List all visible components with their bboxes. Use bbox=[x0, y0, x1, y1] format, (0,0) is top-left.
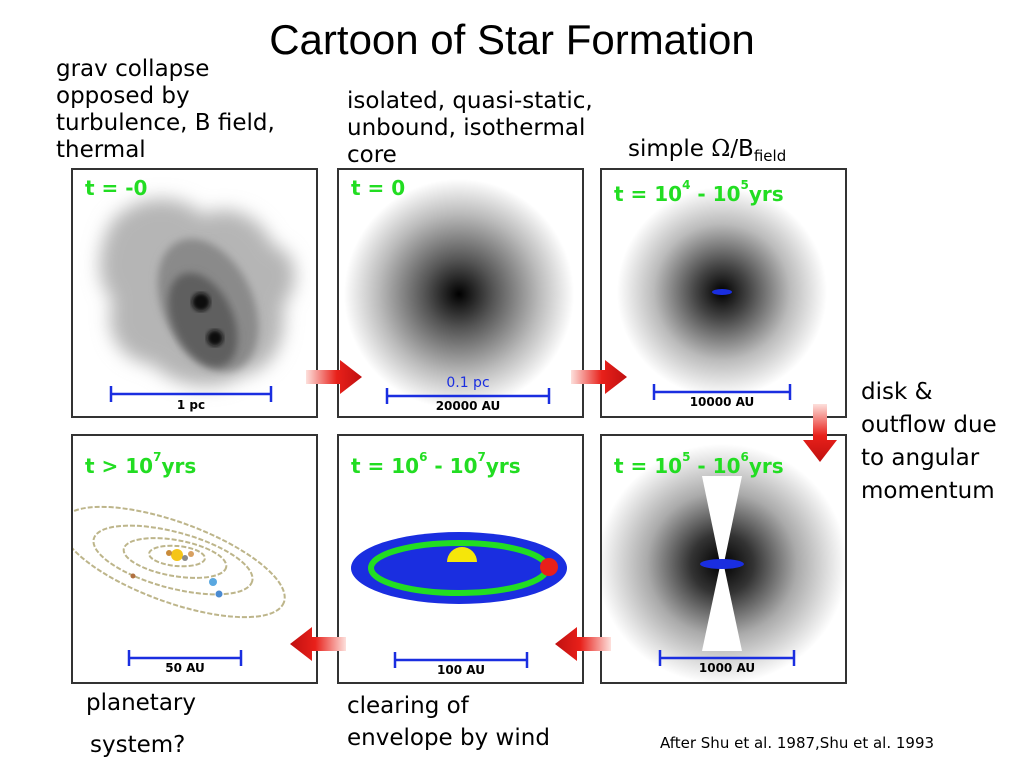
caption-stage4: disk & outflow due to angular momentum bbox=[861, 376, 997, 508]
outflow-cone-top bbox=[702, 476, 742, 563]
orbit bbox=[148, 544, 206, 568]
panel-early-collapse: t = 104 - 105yrs 10000 AU bbox=[600, 168, 847, 418]
panel-time-label: t = 106 - 107yrs bbox=[351, 450, 521, 478]
caption-line: clearing of bbox=[347, 693, 469, 719]
caption-text: /B bbox=[730, 136, 754, 162]
panel-planetary-system: t > 107yrs 50 AU bbox=[71, 434, 318, 684]
credit-text: After Shu et al. 1987,Shu et al. 1993 bbox=[660, 734, 935, 752]
scale-label: 1 pc bbox=[176, 398, 206, 412]
dense-core bbox=[192, 293, 210, 311]
scale-label: 10000 AU bbox=[689, 395, 755, 409]
panel-envelope-clearing: t = 106 - 107yrs 100 AU bbox=[337, 434, 584, 684]
scale-label: 100 AU bbox=[437, 663, 485, 677]
panel-disk-outflow: t = 105 - 106yrs 1000 AU bbox=[600, 434, 847, 684]
caption-stage2: isolated, quasi-static, unbound, isother… bbox=[347, 88, 593, 169]
planet bbox=[182, 555, 188, 561]
caption-line: momentum bbox=[861, 478, 995, 504]
page-title: Cartoon of Star Formation bbox=[269, 16, 755, 63]
caption-line: planetary bbox=[86, 690, 196, 716]
planet bbox=[188, 551, 194, 557]
caption-line: outflow due bbox=[861, 412, 997, 438]
panel-time-label: t = -0 bbox=[85, 176, 148, 200]
outflow-cone-bottom bbox=[702, 566, 742, 651]
panel-cloud-collapse: t = -0 1 pc bbox=[71, 168, 318, 418]
panel-time-label: t = 0 bbox=[351, 176, 406, 200]
caption-line: disk & bbox=[861, 379, 933, 405]
dense-core bbox=[207, 330, 223, 346]
omega-symbol: Ω bbox=[711, 136, 731, 162]
central-star bbox=[447, 547, 477, 562]
orbit bbox=[92, 524, 254, 596]
caption-stage5: clearing of envelope by wind bbox=[347, 690, 550, 754]
cloud-image bbox=[99, 198, 295, 402]
scale-label-top: 0.1 pc bbox=[446, 375, 490, 391]
panel-time-label: t = 104 - 105yrs bbox=[614, 178, 784, 206]
caption-subscript: field bbox=[753, 147, 787, 165]
core-image bbox=[344, 179, 574, 409]
planet bbox=[215, 590, 223, 598]
caption-line: opposed by bbox=[56, 83, 190, 109]
sun bbox=[171, 549, 183, 561]
scale-label: 50 AU bbox=[165, 661, 205, 675]
orbit bbox=[122, 537, 228, 579]
core-gradient bbox=[344, 179, 574, 409]
caption-text: simple bbox=[628, 136, 712, 162]
tiny-disk bbox=[712, 289, 732, 295]
caption-stage1: grav collapse opposed by turbulence, B f… bbox=[56, 56, 275, 164]
collapse-image bbox=[617, 187, 827, 400]
solar-system-image bbox=[73, 505, 286, 666]
scale-label: 20000 AU bbox=[435, 399, 501, 413]
caption-line: isolated, quasi-static, bbox=[347, 88, 593, 114]
caption-stage3: simple Ω/Bfield bbox=[628, 136, 786, 170]
panel-time-label: t > 107yrs bbox=[85, 450, 197, 478]
caption-line: core bbox=[347, 142, 397, 168]
caption-line: system? bbox=[90, 732, 186, 758]
panel-isothermal-core: t = 0 0.1 pc 20000 AU bbox=[337, 168, 584, 418]
orbit bbox=[73, 505, 286, 619]
panel-time-label: t = 105 - 106yrs bbox=[614, 450, 784, 478]
caption-line: grav collapse bbox=[56, 56, 210, 82]
planet bbox=[166, 550, 172, 556]
caption-line: turbulence, B field, bbox=[56, 110, 275, 136]
orbits bbox=[73, 505, 286, 619]
planet bbox=[209, 578, 217, 586]
accretion-disk bbox=[700, 559, 744, 569]
planet bbox=[130, 573, 136, 579]
caption-line: to angular bbox=[861, 445, 980, 471]
caption-stage6: planetary system? bbox=[86, 682, 196, 766]
outflow-image bbox=[602, 436, 845, 682]
caption-line: thermal bbox=[56, 137, 146, 163]
caption-line: envelope by wind bbox=[347, 725, 550, 751]
caption-line: unbound, isothermal bbox=[347, 115, 586, 141]
protoplanet bbox=[540, 558, 558, 576]
disk-image bbox=[351, 532, 567, 668]
scale-label: 1000 AU bbox=[698, 661, 756, 675]
